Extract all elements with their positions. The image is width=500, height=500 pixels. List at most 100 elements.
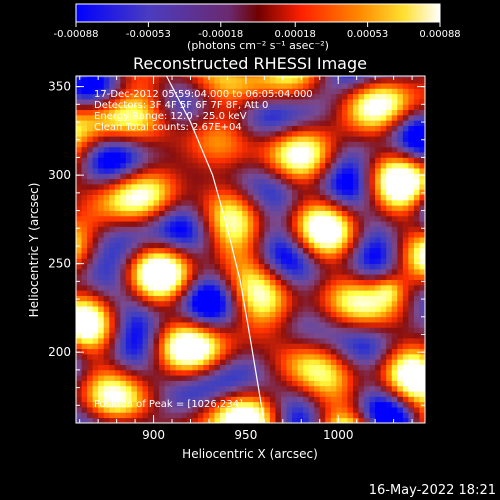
heatmap-cell	[214, 338, 221, 344]
heatmap-cell	[391, 162, 398, 169]
heatmap-cell	[92, 231, 99, 238]
heatmap-cell	[186, 253, 193, 259]
heatmap-cell	[164, 189, 171, 196]
heatmap-cell	[303, 83, 310, 89]
heatmap-cell	[131, 162, 138, 169]
heatmap-cell	[419, 221, 425, 227]
heatmap-cell	[197, 353, 204, 360]
heatmap-cell	[386, 258, 393, 265]
heatmap-cell	[76, 168, 82, 174]
heatmap-cell	[197, 221, 204, 227]
heatmap-cell	[148, 76, 154, 79]
heatmap-cell	[181, 253, 188, 259]
heatmap-cell	[87, 247, 94, 254]
heatmap-cell	[286, 173, 293, 180]
heatmap-cell	[203, 401, 210, 408]
heatmap-cell	[103, 205, 110, 211]
heatmap-cell	[308, 247, 315, 254]
heatmap-cell	[352, 173, 359, 180]
heatmap-cell	[159, 353, 166, 360]
heatmap-cell	[269, 152, 276, 158]
heatmap-cell	[148, 306, 154, 312]
heatmap-cell	[153, 359, 160, 365]
heatmap-cell	[369, 327, 376, 334]
heatmap-cell	[192, 311, 199, 318]
heatmap-cell	[314, 396, 321, 403]
heatmap-cell	[87, 136, 94, 142]
heatmap-cell	[159, 205, 166, 211]
heatmap-cell	[220, 183, 226, 190]
heatmap-cell	[369, 205, 376, 211]
heatmap-cell	[386, 226, 393, 233]
heatmap-cell	[303, 99, 310, 105]
heatmap-cell	[375, 343, 382, 350]
heatmap-cell	[114, 189, 121, 196]
heatmap-cell	[308, 205, 315, 211]
heatmap-cell	[164, 168, 171, 174]
heatmap-cell	[120, 369, 127, 376]
heatmap-cell	[142, 396, 149, 403]
heatmap-cell	[153, 199, 160, 206]
heatmap-cell	[408, 263, 415, 270]
heatmap-cell	[397, 316, 404, 323]
heatmap-cell	[103, 114, 110, 121]
heatmap-cell	[402, 88, 409, 95]
heatmap-cell	[247, 369, 254, 376]
heatmap-cell	[192, 120, 199, 126]
heatmap-cell	[120, 412, 127, 419]
heatmap-cell	[397, 120, 404, 126]
heatmap-cell	[231, 173, 238, 180]
heatmap-cell	[325, 215, 332, 222]
heatmap-cell	[347, 279, 354, 286]
heatmap-cell	[358, 263, 365, 270]
heatmap-cell	[181, 178, 188, 185]
heatmap-cell	[297, 226, 304, 233]
heatmap-cell	[181, 231, 188, 238]
heatmap-cell	[319, 412, 326, 419]
heatmap-cell	[98, 215, 105, 222]
heatmap-cell	[159, 237, 166, 243]
heatmap-cell	[264, 253, 271, 259]
heatmap-cell	[181, 306, 188, 312]
heatmap-cell	[264, 93, 271, 100]
heatmap-cell	[81, 77, 88, 84]
heatmap-cell	[413, 300, 420, 307]
heatmap-cell	[264, 88, 271, 95]
heatmap-cell	[347, 338, 354, 344]
heatmap-cell	[136, 375, 143, 381]
heatmap-cell	[92, 77, 99, 84]
heatmap-cell	[114, 375, 121, 381]
heatmap-cell	[142, 226, 149, 233]
heatmap-cell	[253, 407, 260, 413]
heatmap-cell	[225, 242, 232, 249]
heatmap-cell	[247, 258, 254, 265]
heatmap-cell	[203, 295, 210, 302]
heatmap-cell	[303, 306, 310, 312]
heatmap-cell	[203, 231, 210, 238]
heatmap-cell	[325, 279, 332, 286]
heatmap-cell	[336, 199, 343, 206]
heatmap-cell	[408, 332, 415, 339]
heatmap-cell	[242, 136, 249, 142]
heatmap-cell	[170, 205, 177, 211]
heatmap-cell	[341, 348, 348, 355]
heatmap-cell	[236, 226, 243, 233]
heatmap-cell	[347, 359, 354, 365]
heatmap-cell	[164, 231, 171, 238]
heatmap-cell	[347, 306, 354, 312]
heatmap-cell	[208, 407, 215, 413]
heatmap-cell	[197, 247, 204, 254]
heatmap-cell	[286, 205, 293, 211]
heatmap-cell	[253, 104, 260, 111]
heatmap-cell	[214, 93, 221, 100]
heatmap-cell	[131, 210, 138, 217]
heatmap-cell	[164, 290, 171, 296]
heatmap-cell	[408, 83, 415, 89]
heatmap-cell	[236, 237, 243, 243]
heatmap-cell	[375, 391, 382, 397]
heatmap-cell	[98, 338, 105, 344]
heatmap-cell	[197, 178, 204, 185]
heatmap-cell	[114, 391, 121, 397]
heatmap-cell	[231, 311, 238, 318]
heatmap-cell	[220, 258, 226, 265]
